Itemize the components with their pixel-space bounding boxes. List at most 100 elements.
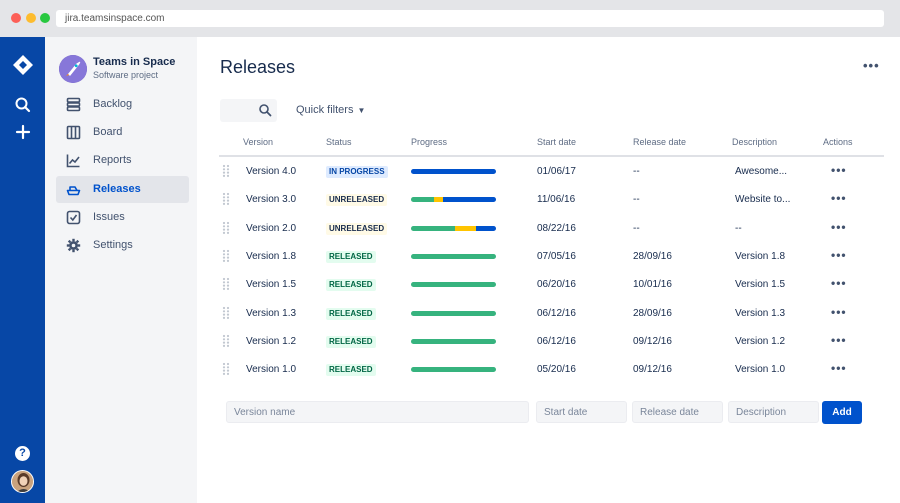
sidebar-item-settings[interactable]: Settings <box>56 232 189 259</box>
board-icon <box>66 125 81 140</box>
search-input[interactable] <box>220 99 277 122</box>
add-version-button[interactable]: Add <box>822 401 862 424</box>
row-actions-button[interactable]: ••• <box>831 304 847 319</box>
release-date-cell: 28/09/16 <box>633 307 672 319</box>
progress-done-segment <box>411 197 434 203</box>
version-name-link[interactable]: Version 1.2 <box>246 335 297 347</box>
sidebar-item-reports[interactable]: Reports <box>56 147 189 174</box>
version-name-input[interactable]: Version name <box>226 401 529 423</box>
row-actions-button[interactable]: ••• <box>831 361 847 376</box>
progress-bar <box>411 197 496 203</box>
progress-bar <box>411 169 496 174</box>
sidebar-item-backlog[interactable]: Backlog <box>56 91 189 118</box>
reports-icon <box>66 154 80 168</box>
address-bar[interactable]: jira.teamsinspace.com <box>56 10 884 27</box>
create-icon[interactable] <box>13 122 33 142</box>
start-date-cell: 08/22/16 <box>537 222 576 234</box>
progress-bar <box>411 338 496 344</box>
description-cell: Version 1.2 <box>735 335 786 347</box>
header-divider <box>219 155 884 157</box>
table-row[interactable]: Version 1.3 RELEASED 06/12/16 28/09/16 Versi… <box>219 299 884 327</box>
drag-handle-icon[interactable] <box>222 192 230 206</box>
release-date-cell: 10/01/16 <box>633 279 672 291</box>
sidebar-item-board[interactable]: Board <box>56 119 189 146</box>
row-actions-button[interactable]: ••• <box>831 219 847 234</box>
status-badge: RELEASED <box>326 250 376 263</box>
maximize-window-button[interactable] <box>40 13 50 23</box>
search-icon[interactable] <box>13 95 33 115</box>
row-actions-button[interactable]: ••• <box>831 163 847 177</box>
drag-handle-icon[interactable] <box>222 277 230 291</box>
sidebar-item-issues[interactable]: Issues <box>56 204 189 231</box>
start-date-cell: 07/05/16 <box>537 250 576 262</box>
version-name-link[interactable]: Version 2.0 <box>246 222 297 234</box>
table-row[interactable]: Version 1.5 RELEASED 06/20/16 10/01/16 Versi… <box>219 270 884 298</box>
drag-handle-icon[interactable] <box>222 164 230 178</box>
status-badge: UNRELEASED <box>326 222 388 235</box>
row-actions-button[interactable]: ••• <box>831 247 847 262</box>
jira-logo-icon[interactable] <box>12 54 34 76</box>
column-header-start-date: Start date <box>537 137 577 147</box>
version-name-link[interactable]: Version 1.0 <box>246 364 297 376</box>
table-row[interactable]: Version 2.0 UNRELEASED 08/22/16 -- -- ••• <box>219 214 884 242</box>
progress-done-segment <box>411 310 496 316</box>
status-badge: UNRELEASED <box>326 194 388 207</box>
issues-icon <box>66 210 81 225</box>
minimize-window-button[interactable] <box>26 13 36 23</box>
main-content: Releases ••• Quick filters ▼ Version Stat… <box>197 37 900 503</box>
start-date-cell: 06/20/16 <box>537 279 576 291</box>
help-icon[interactable]: ? <box>15 446 30 461</box>
start-date-input[interactable]: Start date <box>536 401 627 423</box>
drag-handle-icon[interactable] <box>222 334 230 348</box>
progress-done-segment <box>411 367 496 373</box>
table-row[interactable]: Version 4.0 IN PROGRESS 01/06/17 -- Awesome.… <box>219 157 884 185</box>
row-actions-button[interactable]: ••• <box>831 332 847 347</box>
sidebar-item-label: Settings <box>93 239 133 251</box>
version-name-link[interactable]: Version 3.0 <box>246 194 297 206</box>
row-actions-button[interactable]: ••• <box>831 191 847 206</box>
progress-done-segment <box>411 225 456 231</box>
progress-in-progress-segment <box>433 197 444 203</box>
drag-handle-icon[interactable] <box>222 221 230 235</box>
sidebar-item-releases[interactable]: Releases <box>56 176 189 203</box>
drag-handle-icon[interactable] <box>222 249 230 263</box>
more-actions-button[interactable]: ••• <box>863 58 880 73</box>
start-date-cell: 01/06/17 <box>537 166 576 177</box>
description-cell: Version 1.8 <box>735 250 786 262</box>
drag-handle-icon[interactable] <box>222 362 230 376</box>
version-name-link[interactable]: Version 1.5 <box>246 279 297 291</box>
release-date-cell: -- <box>633 166 640 177</box>
progress-bar <box>411 253 496 259</box>
global-nav: ? <box>0 37 45 503</box>
project-avatar-rocket-icon[interactable] <box>59 55 87 83</box>
progress-bar <box>411 282 496 288</box>
version-name-link[interactable]: Version 1.8 <box>246 250 297 262</box>
table-row[interactable]: Version 3.0 UNRELEASED 11/06/16 -- Website t… <box>219 185 884 213</box>
progress-in-progress-segment <box>455 225 477 231</box>
row-actions-button[interactable]: ••• <box>831 276 847 291</box>
start-date-cell: 05/20/16 <box>537 364 576 376</box>
browser-chrome: jira.teamsinspace.com <box>0 0 900 37</box>
status-badge: RELEASED <box>326 335 376 348</box>
release-date-cell: -- <box>633 194 640 206</box>
table-row[interactable]: Version 1.8 RELEASED 07/05/16 28/09/16 Versi… <box>219 242 884 270</box>
close-window-button[interactable] <box>11 13 21 23</box>
version-name-link[interactable]: Version 1.3 <box>246 307 297 319</box>
project-name[interactable]: Teams in Space <box>93 56 176 68</box>
sidebar-item-label: Issues <box>93 211 125 223</box>
release-date-input[interactable]: Release date <box>632 401 723 423</box>
column-header-status: Status <box>326 137 352 147</box>
release-date-cell: 28/09/16 <box>633 250 672 262</box>
table-row[interactable]: Version 1.2 RELEASED 06/12/16 09/12/16 Versi… <box>219 327 884 355</box>
progress-todo-segment <box>411 169 496 174</box>
version-name-link[interactable]: Version 4.0 <box>246 166 297 177</box>
status-badge: IN PROGRESS <box>326 166 388 178</box>
user-avatar[interactable] <box>11 470 34 493</box>
description-cell: Website to... <box>735 194 791 206</box>
description-input[interactable]: Description <box>728 401 819 423</box>
description-cell: Version 1.0 <box>735 364 786 376</box>
release-date-cell: -- <box>633 222 640 234</box>
drag-handle-icon[interactable] <box>222 306 230 320</box>
table-row[interactable]: Version 1.0 RELEASED 05/20/16 09/12/16 Versi… <box>219 355 884 383</box>
quick-filters-dropdown[interactable]: Quick filters ▼ <box>296 104 365 116</box>
